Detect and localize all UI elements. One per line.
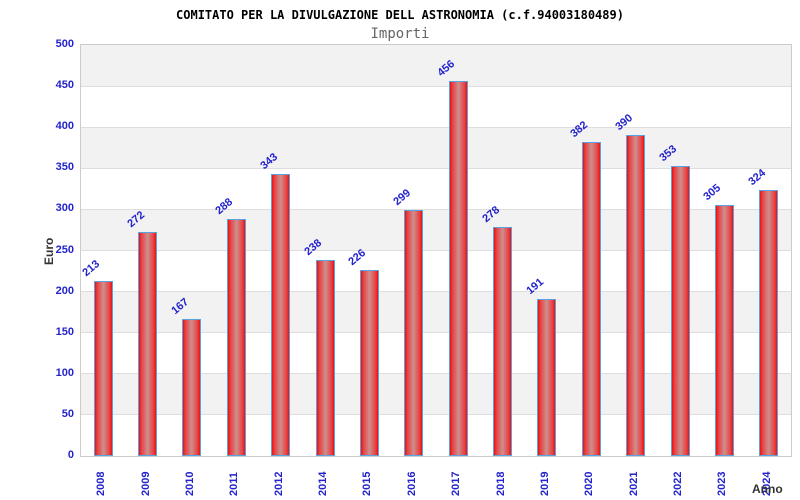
bar (138, 232, 158, 456)
y-tick-label: 400 (55, 120, 74, 133)
bar (182, 318, 202, 456)
plot-area: 213 272 167 288 343 238 226 299 456 278 191 382 390 3… (80, 44, 792, 457)
y-tick-label: 500 (55, 38, 74, 50)
y-tick-label: 350 (55, 161, 74, 174)
gridline (81, 414, 791, 416)
x-tick-label: 2015 (361, 471, 374, 496)
chart-subtitle: Importi (370, 26, 430, 42)
bar (670, 165, 690, 456)
gridline (81, 332, 791, 334)
x-tick-label: 2011 (228, 472, 241, 496)
bar-value-label: 324 (746, 166, 768, 188)
bar (359, 270, 379, 456)
bar-value-label: 299 (391, 187, 413, 209)
x-tick-label: 2020 (583, 471, 596, 496)
gridline (81, 373, 791, 375)
y-tick-label: 50 (61, 407, 74, 420)
y-axis-title: Euro (42, 237, 56, 265)
x-axis-title: Anno (752, 482, 783, 496)
chart-title: COMITATO PER LA DIVULGAZIONE DELL ASTRON… (176, 8, 624, 22)
y-tick-label: 450 (55, 79, 74, 92)
gridline (81, 250, 791, 251)
y-tick-label: 200 (55, 284, 74, 297)
x-tick-label: 2021 (627, 471, 640, 496)
gridline (81, 291, 791, 293)
x-tick-label: 2016 (405, 471, 418, 496)
x-tick-label: 2014 (317, 471, 330, 496)
bar (226, 219, 246, 456)
plot-band-gray (81, 45, 791, 87)
gridline (81, 85, 791, 87)
x-tick-label: 2019 (538, 471, 551, 496)
x-tick-label: 2010 (183, 471, 196, 496)
bar-value-label: 213 (80, 257, 103, 279)
x-tick-label: 2012 (272, 471, 285, 496)
bar (759, 189, 779, 456)
gridline (81, 208, 791, 210)
bar-value-label: 305 (701, 182, 724, 204)
y-tick-label: 100 (55, 366, 74, 379)
y-tick-label: 300 (55, 202, 74, 215)
plot-band-gray (81, 127, 791, 169)
x-tick-label: 2008 (95, 471, 108, 496)
x-tick-label: 2009 (139, 471, 152, 496)
bar (626, 135, 646, 456)
bar (581, 141, 601, 456)
gridline (81, 126, 791, 128)
bar (537, 298, 557, 456)
bar (315, 260, 335, 456)
y-tick-label: 0 (67, 449, 74, 461)
y-tick-label: 250 (55, 243, 74, 256)
bar (714, 205, 734, 456)
x-tick-label: 2022 (672, 471, 685, 496)
x-tick-label: 2023 (716, 471, 729, 496)
bar (448, 81, 468, 456)
bar (271, 174, 291, 456)
x-tick-label: 2017 (450, 471, 463, 496)
gridline (81, 167, 791, 169)
bar (93, 280, 113, 456)
bar (404, 210, 424, 456)
bar (493, 227, 513, 456)
y-tick-label: 150 (55, 325, 74, 338)
x-tick-label: 2018 (494, 471, 507, 496)
